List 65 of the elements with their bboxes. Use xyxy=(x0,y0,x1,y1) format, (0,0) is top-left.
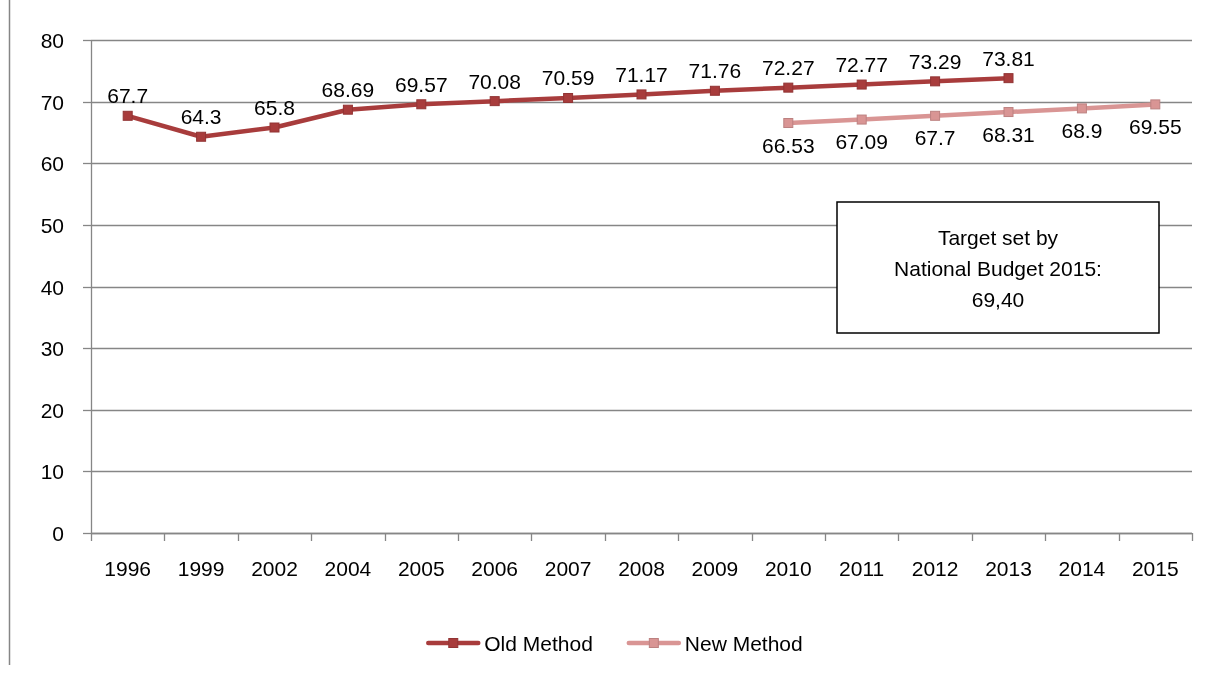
data-label: 66.53 xyxy=(762,133,815,157)
data-label: 67.7 xyxy=(914,126,956,150)
point xyxy=(342,104,353,115)
x-tick-label: 2010 xyxy=(764,557,812,580)
point xyxy=(636,89,647,100)
legend-label: New Method xyxy=(684,631,803,655)
x-tick-label: 1996 xyxy=(104,557,152,580)
point xyxy=(269,122,280,133)
y-tick-label: 50 xyxy=(40,214,64,237)
data-label: 71.76 xyxy=(688,59,742,83)
data-label: 68.69 xyxy=(321,78,375,102)
data-label: 64.3 xyxy=(180,105,222,129)
x-tick-label: 2005 xyxy=(397,557,445,580)
point xyxy=(196,131,207,142)
y-tick-label: 20 xyxy=(40,399,64,422)
data-label: 73.29 xyxy=(908,49,962,73)
y-tick-label: 0 xyxy=(52,522,64,545)
legend-label: Old Method xyxy=(484,631,593,655)
data-label: 73.81 xyxy=(982,46,1035,70)
data-label: 68.31 xyxy=(982,122,1035,146)
point xyxy=(856,79,867,90)
point xyxy=(1150,99,1161,110)
point xyxy=(1076,103,1087,114)
data-label: 67.09 xyxy=(835,130,888,154)
x-tick-label: 2014 xyxy=(1058,557,1106,580)
x-tick-label: 2006 xyxy=(471,557,519,580)
data-label: 70.59 xyxy=(541,66,595,90)
point xyxy=(709,85,720,96)
data-label: 72.27 xyxy=(762,56,815,80)
y-tick-label: 30 xyxy=(40,337,64,360)
x-tick-label: 2007 xyxy=(544,557,592,580)
y-tick-label: 80 xyxy=(40,29,64,52)
point xyxy=(1003,73,1014,84)
point xyxy=(1003,107,1014,118)
point xyxy=(416,99,427,110)
y-tick-label: 40 xyxy=(40,276,64,299)
data-label: 72.77 xyxy=(835,53,888,77)
x-tick-label: 2009 xyxy=(691,557,739,580)
y-tick-label: 70 xyxy=(40,91,64,114)
x-tick-label: 2002 xyxy=(251,557,298,580)
point xyxy=(856,114,867,125)
x-tick-label: 2011 xyxy=(839,557,885,580)
x-tick-label: 1999 xyxy=(177,557,225,580)
x-tick-label: 2004 xyxy=(324,557,372,580)
x-tick-label: 2015 xyxy=(1131,557,1179,580)
x-tick-label: 2008 xyxy=(618,557,665,580)
point xyxy=(783,118,794,129)
data-label: 70.08 xyxy=(468,69,521,93)
point xyxy=(563,92,574,103)
data-label: 65.8 xyxy=(254,96,295,120)
data-label: 67.7 xyxy=(107,84,149,108)
y-tick-label: 10 xyxy=(40,460,64,483)
x-tick-label: 2013 xyxy=(985,557,1032,580)
data-label: 69.57 xyxy=(395,72,448,96)
data-label: 69.55 xyxy=(1129,114,1182,138)
point xyxy=(930,76,941,87)
data-label: 68.9 xyxy=(1061,118,1103,142)
x-tick-label: 2012 xyxy=(911,557,959,580)
point xyxy=(122,110,133,121)
point xyxy=(783,82,794,93)
y-tick-label: 60 xyxy=(40,152,64,175)
point xyxy=(930,110,941,121)
data-label: 71.17 xyxy=(615,62,668,86)
point xyxy=(489,96,500,107)
annotation: Target set by National Budget 2015: 69,40 xyxy=(894,225,1102,310)
